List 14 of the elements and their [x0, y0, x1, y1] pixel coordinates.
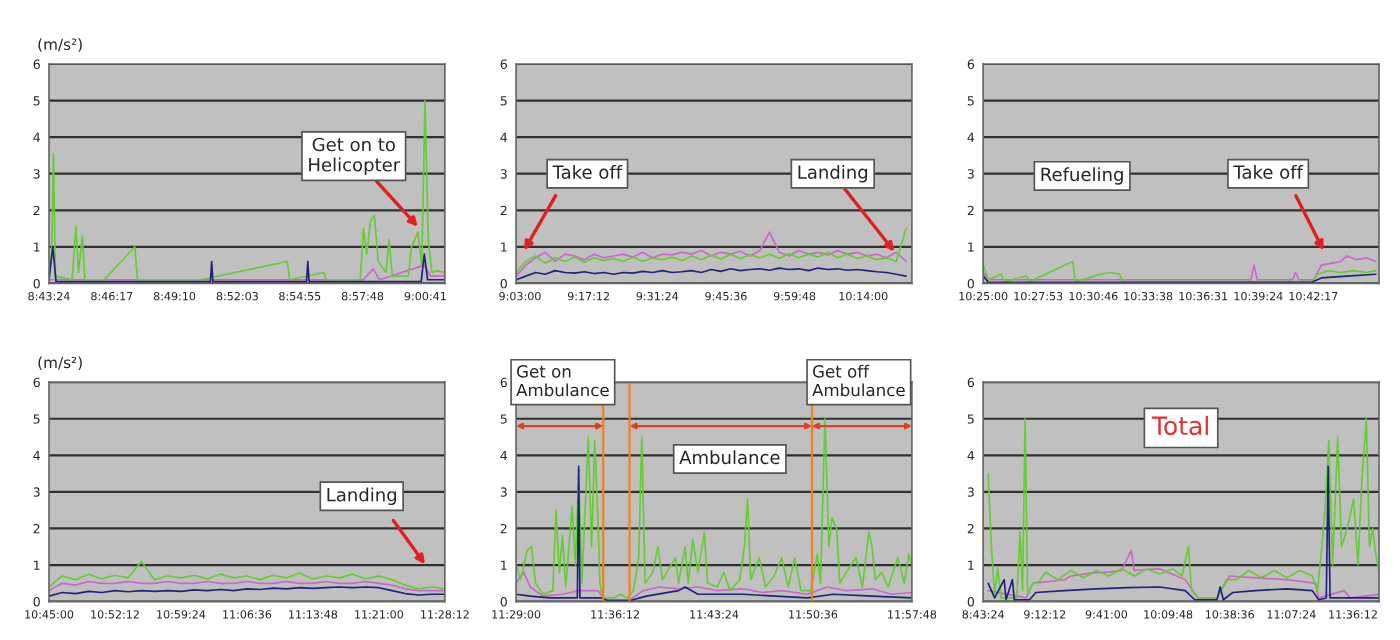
ref-line-label: Get off Ambulance [812, 364, 905, 397]
annotation: Landing [798, 164, 868, 183]
annotation: Get on to Helicopter [309, 137, 401, 176]
line-series [987, 417, 1379, 599]
annotation: Refueling [1041, 167, 1123, 185]
ref-line-label: Get on Ambulance [516, 365, 609, 397]
line-series [49, 560, 445, 590]
line-series [987, 465, 1379, 601]
text: Total [1151, 415, 1208, 436]
annotation: Ambulance [679, 450, 780, 465]
line-series [987, 549, 1379, 599]
annotation: Take off [1233, 164, 1304, 179]
annotation: Take off [552, 164, 623, 179]
annotation: Landing [327, 487, 397, 506]
